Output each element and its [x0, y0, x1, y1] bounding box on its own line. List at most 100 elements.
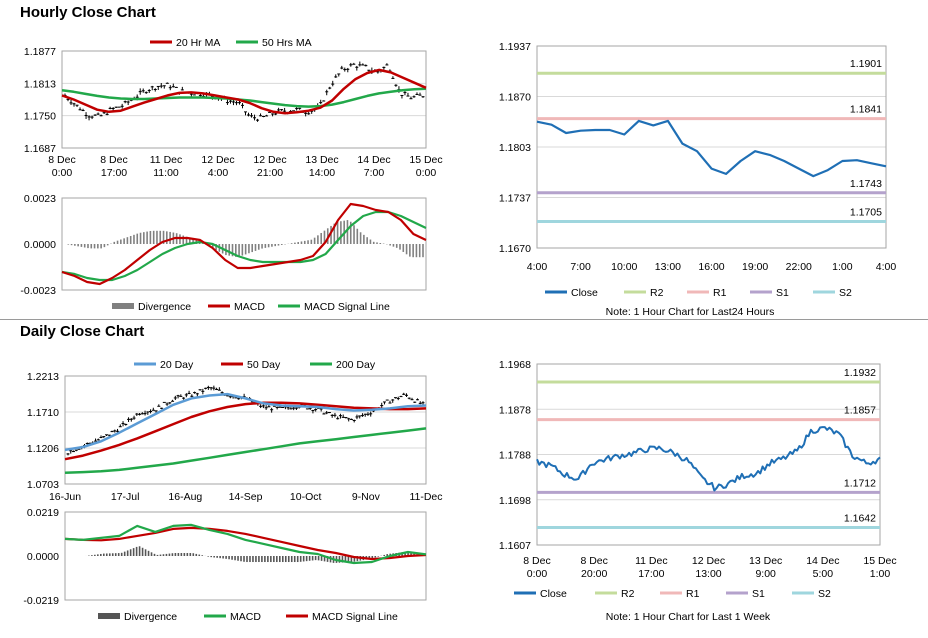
- hourly-price-plot-area: [61, 50, 427, 149]
- hourly-price-y-tick: 1.1687: [24, 143, 56, 155]
- hourly-20hr-ma-line: [61, 68, 427, 115]
- daily-20-day-ma-line: [64, 392, 427, 452]
- hourly-price-x-tick: 14:00: [309, 167, 335, 179]
- hourly-levels-x-tick: 22:00: [786, 261, 812, 273]
- hourly-price-x-tick: 0:00: [416, 167, 437, 179]
- daily-close-line: [536, 426, 881, 492]
- daily-section-title: Daily Close Chart: [20, 323, 145, 340]
- daily-price-x-tick: 14-Sep: [229, 491, 263, 503]
- hourly-price-x-tick: 17:00: [101, 167, 127, 179]
- hourly-levels-x-tick: 10:00: [611, 261, 637, 273]
- hourly-level-r2-label: 1.1901: [850, 58, 882, 70]
- daily-levels-y-tick: 1.1698: [499, 495, 531, 507]
- daily-macd-signal-line: [64, 526, 427, 561]
- hourly-levels-y-tick: 1.1937: [499, 41, 531, 53]
- hourly-level-s2-label: 1.1705: [850, 207, 882, 219]
- daily-price-legend-label: 20 Day: [160, 359, 194, 371]
- daily-price-legend-label: 200 Day: [336, 359, 376, 371]
- daily-levels-x-tick: 8 Dec: [523, 555, 550, 567]
- daily-levels-x-tick: 17:00: [638, 568, 664, 580]
- daily-levels-legend-label: S1: [752, 588, 765, 600]
- hourly-price-legend-label: 20 Hr MA: [176, 37, 220, 49]
- hourly-price-x-tick: 15 Dec: [409, 154, 442, 166]
- daily-level-r2-label: 1.1932: [844, 367, 876, 379]
- hourly-levels-legend-label: S1: [776, 287, 789, 299]
- daily-macd-y-tick: 0.0000: [27, 551, 59, 563]
- hourly-price-x-tick: 21:00: [257, 167, 283, 179]
- daily-levels-x-tick: 11 Dec: [635, 555, 668, 567]
- hourly-levels-x-tick: 4:00: [876, 261, 897, 273]
- daily-levels-x-tick: 20:00: [581, 568, 607, 580]
- daily-levels-legend-label: R1: [686, 588, 700, 600]
- daily-200-day-ma-line: [64, 427, 427, 475]
- daily-price-y-tick: 1.1206: [27, 443, 59, 455]
- hourly-price-x-tick: 7:00: [364, 167, 385, 179]
- daily-levels-x-tick: 0:00: [527, 568, 548, 580]
- daily-level-r1-label: 1.1857: [844, 405, 876, 417]
- hourly-levels-legend-label: R1: [713, 287, 727, 299]
- daily-price-y-tick: 1.2213: [27, 371, 59, 383]
- daily-levels-y-tick: 1.1607: [499, 540, 531, 552]
- hourly-price-x-tick: 13 Dec: [305, 154, 338, 166]
- hourly-price-x-tick: 12 Dec: [201, 154, 234, 166]
- hourly-levels-x-tick: 19:00: [742, 261, 768, 273]
- hourly-macd-y-tick: -0.0023: [20, 285, 56, 297]
- daily-levels-x-tick: 9:00: [755, 568, 776, 580]
- hourly-levels-x-tick: 7:00: [570, 261, 591, 273]
- daily-price-y-tick: 1.1710: [27, 407, 59, 419]
- daily-levels-x-tick: 1:00: [870, 568, 891, 580]
- hourly-price-x-tick: 11:00: [153, 167, 179, 179]
- hourly-macd-line: [61, 202, 427, 286]
- daily-price-x-tick: 11-Dec: [409, 491, 442, 503]
- daily-price-x-tick: 9-Nov: [352, 491, 381, 503]
- section-divider: [0, 319, 928, 320]
- daily-price-x-tick: 16-Jun: [49, 491, 81, 503]
- hourly-macd-y-tick: 0.0000: [24, 239, 56, 251]
- daily-macd-y-tick: -0.0219: [23, 595, 59, 607]
- daily-levels-x-tick: 8 Dec: [580, 555, 607, 567]
- daily-levels-legend-label: R2: [621, 588, 635, 600]
- hourly-levels-x-tick: 16:00: [698, 261, 724, 273]
- hourly-level-r1-label: 1.1841: [850, 104, 882, 116]
- daily-levels-legend-label: S2: [818, 588, 831, 600]
- hourly-levels-note: Note: 1 Hour Chart for Last24 Hours: [606, 306, 775, 318]
- daily-levels-y-tick: 1.1968: [499, 359, 531, 371]
- hourly-price-x-tick: 8 Dec: [48, 154, 75, 166]
- hourly-price-legend-label: 50 Hrs MA: [262, 37, 312, 49]
- daily-levels-note: Note: 1 Hour Chart for Last 1 Week: [606, 611, 771, 623]
- hourly-macd-signal-line: [61, 210, 427, 282]
- daily-price-plot-area: [64, 375, 427, 485]
- daily-price-x-tick: 16-Aug: [168, 491, 202, 503]
- hourly-levels-legend-label: S2: [839, 287, 852, 299]
- hourly-levels-x-tick: 13:00: [655, 261, 681, 273]
- daily-levels-x-tick: 14 Dec: [806, 555, 839, 567]
- daily-50-day-ma-line: [64, 401, 427, 461]
- hourly-price-x-tick: 14 Dec: [357, 154, 390, 166]
- daily-levels-x-tick: 13 Dec: [749, 555, 782, 567]
- hourly-macd-legend-label: Divergence: [138, 301, 191, 313]
- daily-price-x-tick: 17-Jul: [111, 491, 140, 503]
- hourly-section-title: Hourly Close Chart: [20, 4, 156, 21]
- hourly-macd-legend-label: MACD: [234, 301, 265, 313]
- hourly-price-x-tick: 11 Dec: [150, 154, 183, 166]
- hourly-levels-y-tick: 1.1670: [499, 243, 531, 255]
- daily-levels-x-tick: 12 Dec: [692, 555, 725, 567]
- hourly-price-x-tick: 12 Dec: [253, 154, 286, 166]
- hourly-price-x-tick: 8 Dec: [100, 154, 127, 166]
- daily-level-s2-label: 1.1642: [844, 512, 876, 524]
- daily-levels-x-tick: 5:00: [813, 568, 834, 580]
- hourly-levels-plot-area: [536, 45, 887, 249]
- daily-levels-legend-label: Close: [540, 588, 567, 600]
- daily-macd-line: [64, 523, 427, 565]
- hourly-price-x-tick: 4:00: [208, 167, 229, 179]
- daily-price-x-tick: 10-Oct: [290, 491, 322, 503]
- hourly-price-x-tick: 0:00: [52, 167, 73, 179]
- daily-level-s1-label: 1.1712: [844, 477, 876, 489]
- daily-price-legend-label: 50 Day: [247, 359, 281, 371]
- daily-levels-y-tick: 1.1788: [499, 450, 531, 462]
- daily-levels-x-tick: 15 Dec: [863, 555, 896, 567]
- hourly-price-y-tick: 1.1877: [24, 46, 56, 58]
- hourly-macd-legend-label: MACD Signal Line: [304, 301, 390, 313]
- daily-macd-legend-label: MACD: [230, 611, 261, 623]
